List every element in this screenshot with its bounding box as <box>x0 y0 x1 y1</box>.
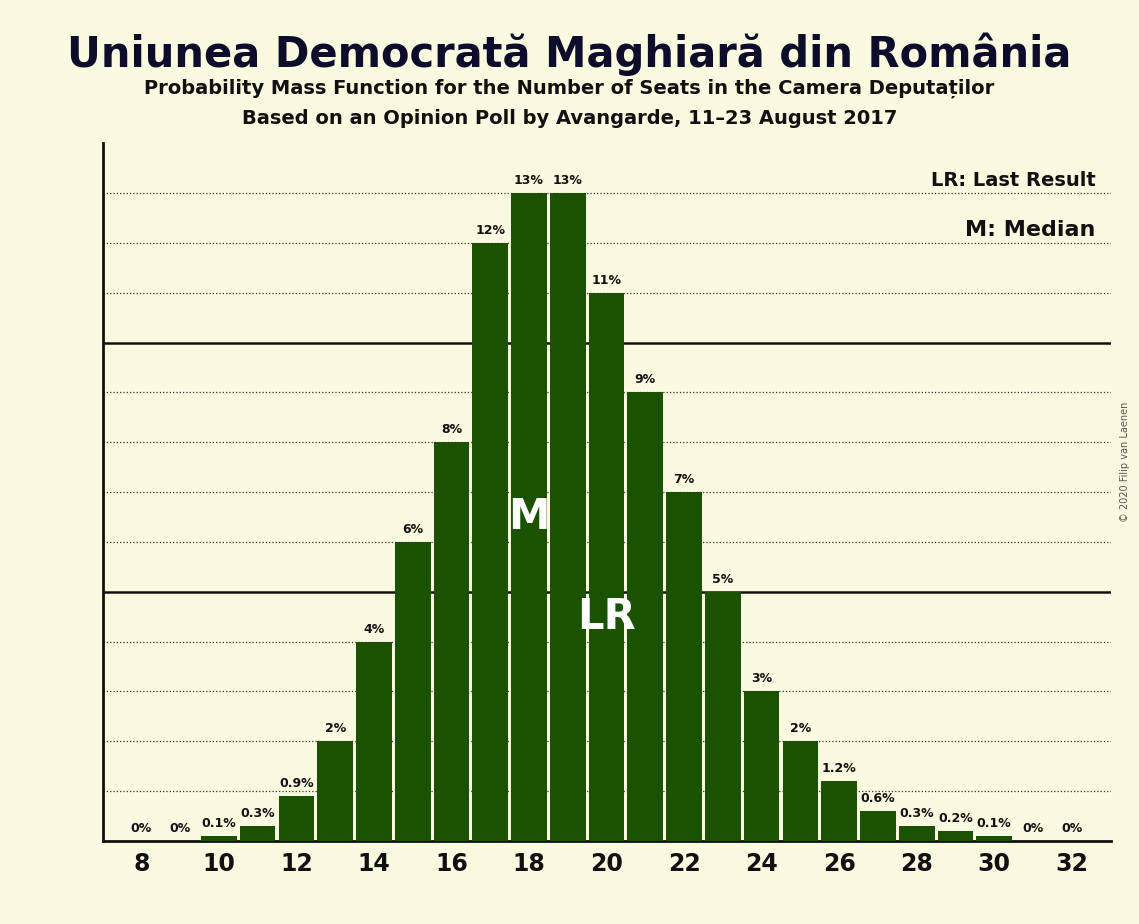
Bar <box>200 836 237 841</box>
Text: 5%: 5% <box>712 573 734 586</box>
Text: 0.3%: 0.3% <box>900 807 934 820</box>
Bar <box>976 836 1013 841</box>
Bar <box>705 591 740 841</box>
Bar <box>434 443 469 841</box>
Text: 0.1%: 0.1% <box>977 817 1011 830</box>
Text: © 2020 Filip van Laenen: © 2020 Filip van Laenen <box>1121 402 1130 522</box>
Bar <box>318 741 353 841</box>
Text: 6%: 6% <box>402 523 424 536</box>
Text: 2%: 2% <box>789 723 811 736</box>
Text: 0.3%: 0.3% <box>240 807 274 820</box>
Bar <box>899 826 934 841</box>
Text: M: M <box>508 496 550 538</box>
Bar <box>357 641 392 841</box>
Bar <box>550 193 585 841</box>
Text: 0.1%: 0.1% <box>202 817 236 830</box>
Text: 0.2%: 0.2% <box>939 812 973 825</box>
Text: 12%: 12% <box>475 224 506 237</box>
Text: 4%: 4% <box>363 623 385 636</box>
Text: LR: Last Result: LR: Last Result <box>931 171 1096 190</box>
Text: Based on an Opinion Poll by Avangarde, 11–23 August 2017: Based on an Opinion Poll by Avangarde, 1… <box>241 109 898 128</box>
Text: LR: LR <box>577 596 636 638</box>
Bar <box>589 293 624 841</box>
Bar <box>860 811 895 841</box>
Text: 9%: 9% <box>634 373 656 386</box>
Text: 0%: 0% <box>131 821 151 835</box>
Text: 0.9%: 0.9% <box>279 777 313 790</box>
Bar <box>395 541 431 841</box>
Bar <box>279 796 314 841</box>
Text: 13%: 13% <box>552 174 583 187</box>
Bar <box>473 243 508 841</box>
Bar <box>821 781 857 841</box>
Bar <box>782 741 818 841</box>
Text: 0%: 0% <box>1023 821 1043 835</box>
Text: 2%: 2% <box>325 723 346 736</box>
Text: 0.6%: 0.6% <box>861 792 895 805</box>
Text: 11%: 11% <box>591 274 622 286</box>
Text: 13%: 13% <box>514 174 544 187</box>
Text: 3%: 3% <box>751 673 772 686</box>
Text: 0%: 0% <box>1062 821 1082 835</box>
Bar <box>666 492 702 841</box>
Bar <box>937 831 974 841</box>
Bar <box>239 826 276 841</box>
Bar <box>628 393 663 841</box>
Bar <box>511 193 547 841</box>
Text: Uniunea Democrată Maghiară din România: Uniunea Democrată Maghiară din România <box>67 32 1072 76</box>
Text: Probability Mass Function for the Number of Seats in the Camera Deputaților: Probability Mass Function for the Number… <box>145 79 994 98</box>
Text: 0%: 0% <box>170 821 190 835</box>
Text: 8%: 8% <box>441 423 462 436</box>
Text: 1.2%: 1.2% <box>821 762 857 775</box>
Bar <box>744 691 779 841</box>
Text: 7%: 7% <box>673 473 695 486</box>
Text: M: Median: M: Median <box>965 220 1096 240</box>
